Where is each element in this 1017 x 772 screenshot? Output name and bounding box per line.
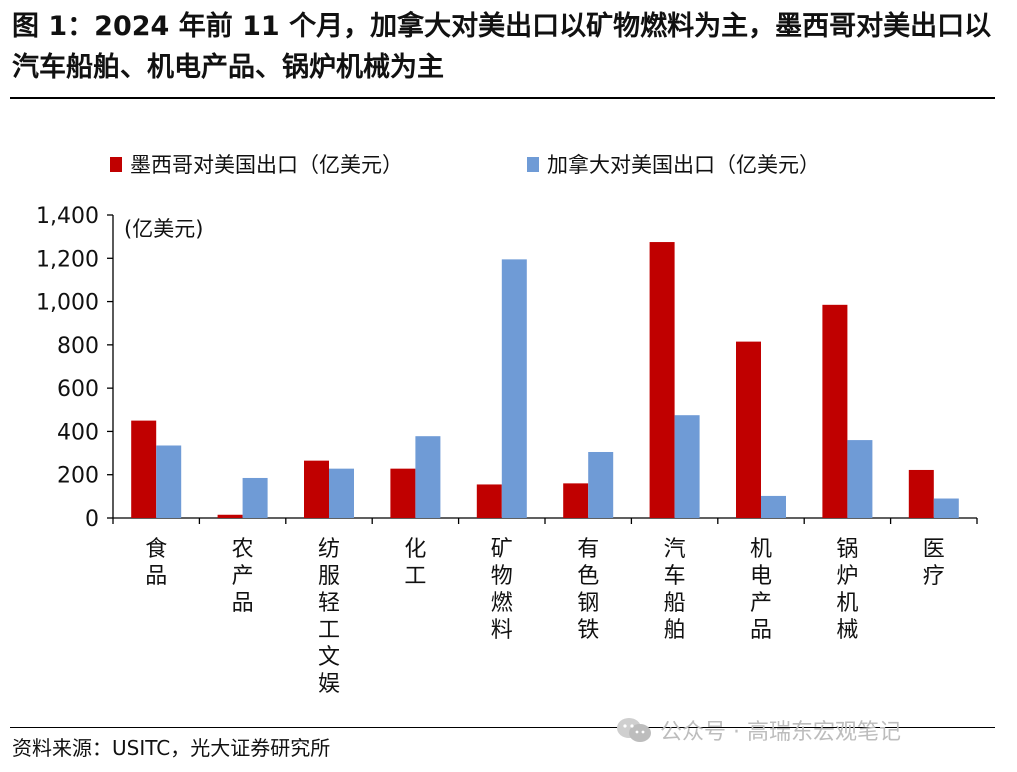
- bar-canada-3: [329, 468, 354, 518]
- x-tick-label: 汽车船舶: [664, 537, 686, 643]
- figure-title: 图 1：2024 年前 11 个月，加拿大对美出口以矿物燃料为主，墨西哥对美出口…: [12, 11, 992, 83]
- x-tick-label: 农产品: [232, 537, 254, 616]
- y-tick-label: 0: [85, 507, 99, 532]
- y-tick-label: 400: [57, 420, 99, 445]
- bar-mexico-9: [822, 304, 848, 518]
- bar-mexico-4: [390, 468, 416, 518]
- legend-label-1: 墨西哥对美国出口（亿美元）: [130, 153, 403, 177]
- title-divider: [10, 97, 995, 99]
- source-note: 资料来源：USITC，光大证券研究所: [12, 736, 331, 760]
- x-tick-label: 医疗: [923, 537, 945, 589]
- x-tick-label: 锅炉机械: [836, 537, 858, 643]
- y-tick-label: 800: [57, 334, 99, 359]
- bar-canada-5: [501, 259, 527, 518]
- x-tick-label: 纺服轻工文娱: [318, 537, 340, 697]
- x-tick-label: 矿物燃料: [491, 537, 513, 643]
- bar-canada-6: [588, 451, 614, 518]
- y-tick-label: 200: [57, 464, 99, 489]
- watermark-text: 公众号 · 高瑞东宏观笔记: [660, 720, 901, 745]
- source-divider: [10, 727, 995, 728]
- x-tick-label: 机电产品: [750, 537, 772, 643]
- x-tick-label: 食品: [145, 537, 167, 589]
- bar-mexico-7: [649, 242, 675, 518]
- bar-canada-7: [674, 415, 700, 518]
- bar-canada-2: [242, 477, 268, 518]
- legend-label-2: 加拿大对美国出口（亿美元）: [547, 153, 820, 177]
- bar-canada-9: [847, 440, 873, 518]
- bar-chart: 墨西哥对美国出口（亿美元） 加拿大对美国出口（亿美元） 0 200 400 600 800 1…: [36, 153, 978, 697]
- x-tick-label: 化工: [404, 537, 426, 589]
- bar-mexico-2: [217, 514, 243, 518]
- bar-mexico-8: [736, 341, 761, 518]
- bar-mexico-3: [304, 460, 329, 518]
- bar-canada-8: [761, 495, 786, 518]
- legend-swatch-2: [527, 157, 539, 172]
- bar-canada-4: [415, 436, 441, 518]
- legend-swatch-1: [110, 157, 122, 172]
- y-tick-label: 1,000: [36, 291, 99, 316]
- bar-mexico-1: [131, 420, 157, 518]
- y-axis-unit-label: (亿美元): [124, 217, 203, 241]
- wechat-icon: [617, 718, 651, 742]
- bar-mexico-6: [563, 483, 589, 518]
- y-tick-label: 1,200: [36, 247, 99, 272]
- bar-mexico-10: [908, 469, 934, 518]
- x-tick-label: 有色钢铁: [577, 537, 599, 643]
- bar-canada-1: [156, 445, 182, 518]
- bar-mexico-5: [476, 484, 502, 518]
- bar-canada-10: [933, 498, 959, 518]
- y-tick-label: 1,400: [36, 204, 99, 229]
- watermark: 公众号 · 高瑞东宏观笔记: [616, 714, 901, 746]
- y-tick-label: 600: [57, 377, 99, 402]
